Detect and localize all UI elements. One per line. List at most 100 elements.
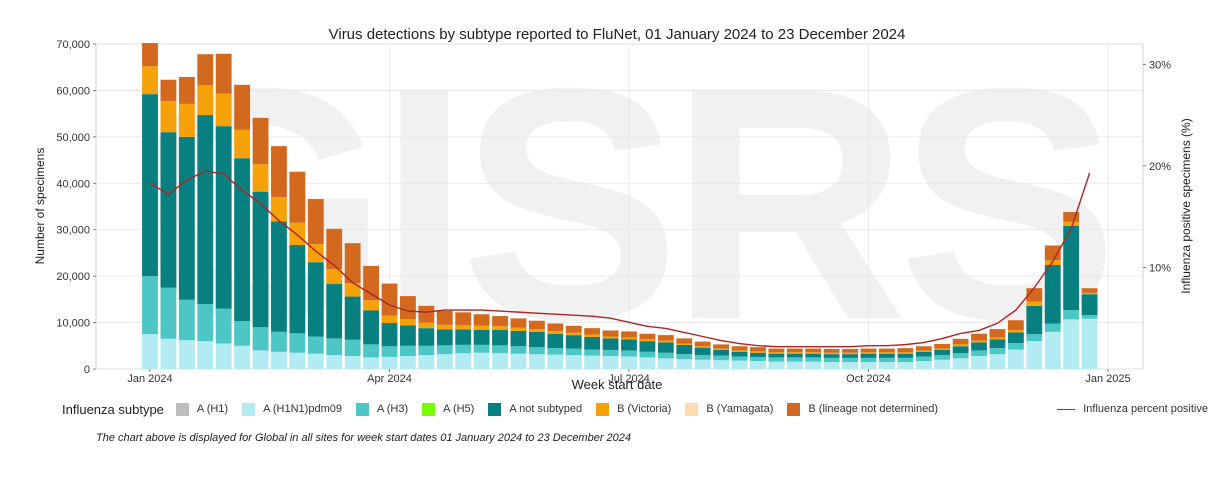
bar-segment: [178, 103, 195, 137]
bar-segment: [1026, 341, 1043, 369]
bar-segment: [694, 346, 711, 348]
bar-segment: [842, 354, 858, 358]
bar-segment: [1007, 349, 1024, 369]
bar-segment: [694, 359, 711, 369]
bar-segment: [1081, 292, 1098, 295]
bar-segment: [860, 353, 877, 358]
bar-segment: [750, 347, 766, 352]
bar-segment: [381, 323, 398, 347]
bar-segment: [436, 329, 453, 346]
bar-segment: [528, 347, 545, 355]
legend-swatch: [685, 402, 699, 416]
bar-segment: [971, 342, 987, 351]
bar-segment: [584, 349, 601, 356]
percent-line: [149, 170, 1091, 348]
bar-segment: [676, 359, 693, 369]
bar-segment: [1044, 331, 1061, 369]
bar-segment: [915, 350, 932, 352]
bar-segment: [381, 356, 398, 369]
bar-segment: [492, 316, 508, 327]
bar-segment: [547, 333, 564, 349]
bar-segment: [271, 197, 287, 222]
legend-line-swatch: [1057, 408, 1076, 410]
bar-segment: [197, 341, 214, 369]
chart: GISRS 010,00020,00030,00040,00050,00060,…: [33, 19, 1193, 392]
bar-segment: [344, 243, 361, 284]
bar-segment: [897, 357, 914, 363]
bar-segment: [750, 356, 766, 362]
bar-segment: [657, 352, 674, 359]
bar-segment: [142, 334, 158, 369]
bar-segment: [676, 343, 693, 345]
legend-label: A (H1): [196, 403, 229, 415]
legend-item: A (H5): [422, 402, 474, 416]
bar-segment: [547, 330, 564, 334]
bar-segment: [234, 321, 251, 346]
bar-segment: [1007, 320, 1024, 330]
bar-segment: [989, 337, 1006, 340]
bar-segment: [823, 352, 840, 355]
bar-segment: [418, 355, 435, 369]
bar-segment: [1044, 265, 1061, 324]
bar-segment: [897, 353, 914, 358]
bar-segment: [879, 362, 895, 369]
bar-segment: [694, 355, 711, 360]
bar-segment: [455, 353, 472, 369]
x-tick-label: Jan 2025: [1085, 373, 1130, 385]
bar-segment: [602, 336, 619, 339]
bar-segment: [363, 310, 379, 345]
y-tick-label: 50,000: [56, 132, 90, 144]
bar-segment: [215, 126, 232, 309]
y-axis-label: Number of specimens: [33, 148, 47, 265]
bar-segment: [215, 343, 232, 369]
bar-segment: [897, 362, 914, 369]
bar-segment: [621, 337, 637, 340]
bar-segment: [842, 349, 858, 353]
x-tick-label: Apr 2024: [367, 373, 412, 385]
bar-segment: [971, 340, 987, 343]
bar-segment: [786, 361, 803, 369]
bar-segment: [1063, 212, 1080, 222]
bar-segment: [455, 329, 472, 345]
bar-segment: [547, 354, 564, 369]
bar-segment: [197, 304, 214, 342]
bar-segment: [805, 353, 822, 358]
y-tick-label: 40,000: [56, 178, 90, 190]
legend-label: B (lineage not determined): [808, 403, 939, 415]
legend-item: B (Victoria): [596, 402, 671, 416]
y-tick-label: 10,000: [56, 318, 90, 330]
bar-segment: [492, 353, 508, 369]
bar-segment: [713, 348, 730, 350]
bar-segment: [289, 222, 306, 246]
bar-segment: [860, 362, 877, 369]
bar-segment: [363, 344, 379, 358]
bar-segment: [197, 85, 214, 116]
legend-line-label: Influenza percent positive: [1083, 403, 1208, 415]
legend-swatch: [488, 402, 502, 416]
bar-segment: [602, 330, 619, 337]
y2-axis-label: Influenza positive specimens (%): [1179, 118, 1193, 293]
bar-segment: [252, 350, 269, 369]
bar-segment: [326, 269, 343, 285]
bar-segment: [952, 353, 969, 359]
bar-segment: [750, 361, 766, 369]
bar-segment: [142, 66, 158, 95]
bar-segment: [879, 348, 895, 353]
bar-segment: [676, 354, 693, 360]
bar-segment: [289, 245, 306, 334]
bar-segment: [823, 349, 840, 353]
bar-segment: [418, 322, 435, 329]
y-tick-label: 30,000: [56, 225, 90, 237]
bar-segment: [344, 296, 361, 340]
bar-segment: [473, 344, 490, 353]
bar-segment: [510, 353, 527, 369]
bar-segment: [160, 338, 177, 369]
bar-segment: [934, 348, 951, 350]
x-tick-label: Jan 2024: [127, 373, 172, 385]
bar-segment: [584, 334, 601, 337]
bar-segment: [363, 265, 379, 301]
bar-segment: [473, 314, 490, 326]
bar-segment: [952, 338, 969, 345]
bar-segment: [879, 357, 895, 363]
bar-segment: [528, 329, 545, 332]
